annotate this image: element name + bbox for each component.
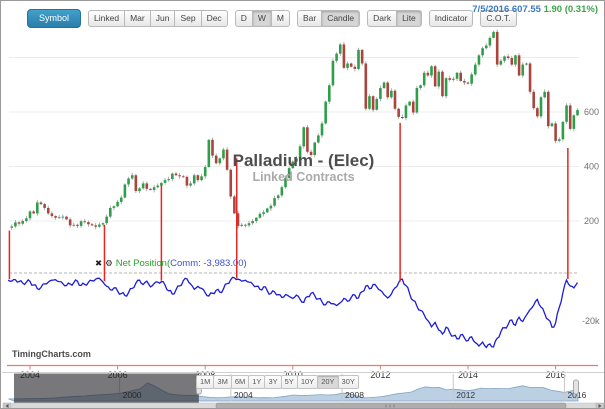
toolbar: Symbol Linked Mar Jun Sep Dec D W M Bar … — [27, 9, 517, 28]
quote-price: 607.55 — [511, 4, 541, 15]
net-position-legend: ✖ ⚙ Net Position(Comm: -3,983.00) — [95, 258, 247, 269]
style-button-group: Bar Candle — [296, 10, 361, 27]
price-axis-labels: 200 400 600 -20k — [582, 107, 600, 326]
svg-text:200: 200 — [584, 216, 599, 226]
svg-text:2014: 2014 — [458, 370, 478, 380]
svg-text:2004: 2004 — [234, 390, 253, 400]
indicator-settings-gear-icon[interactable]: ⚙ — [105, 258, 113, 269]
svg-text:2016: 2016 — [567, 390, 586, 400]
range-6m-button[interactable]: 6M — [230, 375, 250, 389]
symbol-button[interactable]: Symbol — [27, 9, 82, 28]
svg-text:600: 600 — [584, 107, 599, 117]
mar-button[interactable]: Mar — [124, 10, 151, 27]
dark-theme-button[interactable]: Dark — [367, 10, 398, 27]
svg-text:400: 400 — [584, 162, 599, 172]
range-5y-button[interactable]: 5Y — [280, 375, 298, 389]
sep-button[interactable]: Sep — [174, 10, 202, 27]
svg-text:2012: 2012 — [370, 370, 390, 380]
range-presets: 1M 3M 6M 1Y 3Y 5Y 10Y 20Y 30Y — [196, 375, 359, 389]
cot-button[interactable]: C.O.T. — [480, 10, 517, 27]
scrollbar[interactable] — [2, 402, 604, 409]
quote-date: 7/5/2016 — [472, 4, 510, 15]
net-position-label: Net Position(Comm: -3,983.00) — [115, 258, 247, 269]
navigator-mask — [14, 373, 199, 408]
svg-text:2016: 2016 — [546, 370, 566, 380]
lite-theme-button[interactable]: Lite — [396, 10, 422, 27]
jun-button[interactable]: Jun — [149, 10, 176, 27]
weekly-button[interactable]: W — [251, 10, 272, 27]
range-10y-button[interactable]: 10Y — [296, 375, 319, 389]
theme-button-group: Dark Lite — [367, 10, 422, 27]
indicator-button[interactable]: Indicator — [428, 10, 474, 27]
quote-change: 1.90 (0.31%) — [543, 4, 598, 15]
remove-indicator-icon[interactable]: ✖ — [95, 258, 103, 269]
range-30y-button[interactable]: 30Y — [337, 375, 359, 389]
navigator: 20002004200820122016 — [2, 372, 604, 408]
range-1y-button[interactable]: 1Y — [248, 375, 266, 389]
bar-style-button[interactable]: Bar — [296, 10, 323, 27]
watermark: TimingCharts.com — [12, 349, 91, 359]
price-gridlines — [9, 57, 579, 222]
range-1m-button[interactable]: 1M — [196, 375, 215, 389]
range-3m-button[interactable]: 3M — [213, 375, 232, 389]
period-button-group: D W M — [234, 10, 290, 27]
contract-button-group: Linked Mar Jun Sep Dec — [88, 10, 228, 27]
svg-text:2008: 2008 — [345, 390, 364, 400]
monthly-button[interactable]: M — [270, 10, 290, 27]
range-20y-button[interactable]: 20Y — [317, 375, 339, 389]
quote-readout: 7/5/2016 607.55 1.90 (0.31%) — [472, 4, 598, 15]
range-3y-button[interactable]: 3Y — [264, 375, 282, 389]
navigator-right-handle[interactable] — [573, 379, 579, 395]
event-vlines — [8, 122, 569, 282]
scrollbar-thumb[interactable] — [215, 402, 567, 409]
svg-text:2012: 2012 — [456, 390, 475, 400]
dec-button[interactable]: Dec — [200, 10, 228, 27]
net-position-line — [7, 276, 579, 349]
daily-button[interactable]: D — [234, 10, 253, 27]
price-candlestick-series — [10, 29, 579, 231]
linked-button[interactable]: Linked — [88, 10, 126, 27]
svg-text:-20k: -20k — [582, 316, 600, 326]
candle-style-button[interactable]: Candle — [321, 10, 361, 27]
